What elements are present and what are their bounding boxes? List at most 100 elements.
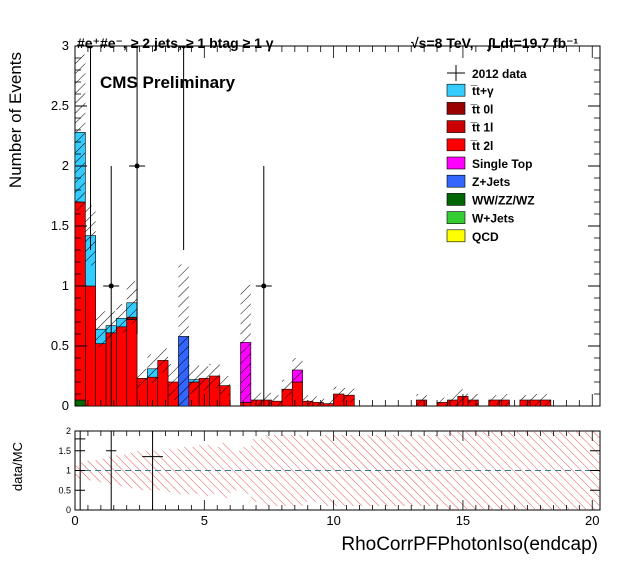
ratio-uncertainty-bin-9 [168,448,179,493]
bar-vv-bin-0 [75,399,86,406]
ratio-y-tick-label: 1.5 [58,446,71,456]
mc-uncertainty-bin-9 [168,364,179,400]
data-point [103,166,120,406]
legend-swatch-tt0l [446,102,466,115]
data-point-marker [181,46,187,49]
data-point [175,46,192,250]
legend-entry-qcd: QCD [446,229,499,244]
y-axis-title: Number of Events [6,52,25,188]
x-axis-title: RhoCorrPFPhotonIso(endcap) [341,534,598,555]
legend: 2012 data t̅t+γ t̅t 0l t̅t 1l t̅t 2l Single T… [446,65,535,244]
legend-swatch-wjets [446,211,466,224]
mc-uncertainty-bin-7 [147,354,158,384]
legend-label-wjets: W+Jets [472,212,515,226]
mc-uncertainty-bin-23 [312,396,324,406]
mc-uncertainty-bin-24 [323,398,334,406]
ratio-uncertainty-bin-10 [178,446,190,495]
ratio-uncertainty-bin-38 [468,431,479,510]
mc-uncertainty-bin-6 [137,368,148,388]
ratio-uncertainty-bin-5 [126,452,138,489]
bar-tt2l-bin-4 [116,326,128,406]
y-tick-label: 3 [62,38,69,53]
data-point-marker [261,283,267,289]
legend-swatch-tt2l [446,138,466,152]
legend-entry-wjets: W+Jets [446,211,515,226]
legend-label-zjets: Z+Jets [472,175,511,189]
ratio-uncertainty-bin-41 [499,431,510,510]
selection-title: #e⁺#e⁻, ≥ 2 jets, ≥ 1 btag ≥ 1 γ [77,35,274,51]
legend-label-vv: WW/ZZ/WZ [472,193,535,207]
ratio-y-tick-label: 0.5 [58,485,71,495]
legend-entry-data: 2012 data [447,65,527,81]
data-point-marker [134,163,140,169]
data-point [129,46,146,334]
legend-swatch-vv [446,193,466,206]
legend-entry-tt1l: t̅t 1l [446,120,493,135]
mc-uncertainty-bin-43 [519,395,531,405]
ratio-uncertainty-bin-40 [488,431,500,510]
mc-uncertainty-bin-16 [240,284,251,400]
mc-uncertainty-bin-33 [416,394,427,406]
bar-tt2l-bin-5 [126,319,138,406]
y-tick-label: 2 [62,158,69,173]
ratio-uncertainty-bin-8 [157,450,169,491]
legend-label-tt1l: t̅t 1l [470,121,493,135]
mc-uncertainty-bin-21 [292,358,303,382]
ratio-y-axis-title: data/MC [10,442,25,491]
y-tick-label: 0 [62,398,69,413]
mc-uncertainty-bin-8 [157,348,169,373]
y-tick-label: 2.5 [51,98,69,113]
x-tick-label: 5 [201,513,208,528]
legend-entry-tt2l: t̅t 2l [446,138,493,153]
y-tick-label: 0.5 [51,338,69,353]
mc-uncertainty-bin-19 [271,395,282,406]
cms-preliminary-label: CMS Preliminary [100,73,236,92]
ratio-plot-area [75,431,600,510]
y-tick-label: 1 [62,278,69,293]
mc-uncertainty-bin-13 [209,364,220,388]
y-tick-label: 1.5 [51,218,69,233]
ratio-uncertainty-bin-32 [406,434,417,507]
mc-uncertainty-bin-36 [447,394,458,406]
legend-label-qcd: QCD [472,230,499,244]
x-tick-label: 15 [456,513,470,528]
legend-label-single_top: Single Top [472,157,532,171]
mc-uncertainty-bin-20 [281,379,293,399]
ratio-uncertainty-bin-11 [188,446,200,495]
mc-uncertainty-bin-14 [219,376,231,396]
main-axes: 0 0.5 1 1.5 2 2.5 3 [51,38,600,413]
ratio-uncertainty-bin-31 [395,434,407,507]
ratio-axes: 00.511.520 5 10 15 20 [58,426,600,528]
legend-swatch-ttgamma [446,83,466,97]
main-plot-frame [74,45,601,407]
data-point-marker [108,283,114,289]
ratio-uncertainty-bin-33 [416,434,428,507]
mc-uncertainty-bin-10 [178,264,189,406]
legend-label-ttgamma: t̅t+γ [470,84,494,98]
legend-entry-tt0l: t̅t 0l [446,102,493,116]
legend-label-tt2l: t̅t 2l [470,139,493,153]
mc-uncertainty-bin-41 [499,394,510,406]
legend-label-data: 2012 data [472,67,527,81]
ratio-uncertainty-bin-6 [137,450,148,491]
x-tick-label: 10 [326,513,340,528]
main-plot-area [75,46,552,406]
data-point [82,46,99,250]
legend-entry-ttgamma: t̅t+γ [446,83,494,98]
bar-tt2l-bin-21 [291,381,303,406]
bar-tt2l-bin-2 [95,343,107,406]
mc-uncertainty-bin-25 [333,386,344,402]
ratio-uncertainty-bin-35 [437,434,448,507]
data-point [255,166,272,406]
x-tick-label: 0 [71,513,78,528]
legend-swatch-zjets [446,174,466,188]
mc-uncertainty-bin-18 [261,392,272,406]
ratio-uncertainty-bin-12 [199,444,210,497]
ratio-uncertainty-bin-37 [457,431,469,510]
mc-uncertainty-bin-35 [437,397,448,406]
legend-swatch-tt1l [446,120,466,133]
mc-uncertainty-bin-2 [95,311,107,348]
mc-uncertainty-bin-4 [116,304,127,333]
data-point-marker [88,46,94,49]
ratio-uncertainty-bin-13 [209,446,221,495]
